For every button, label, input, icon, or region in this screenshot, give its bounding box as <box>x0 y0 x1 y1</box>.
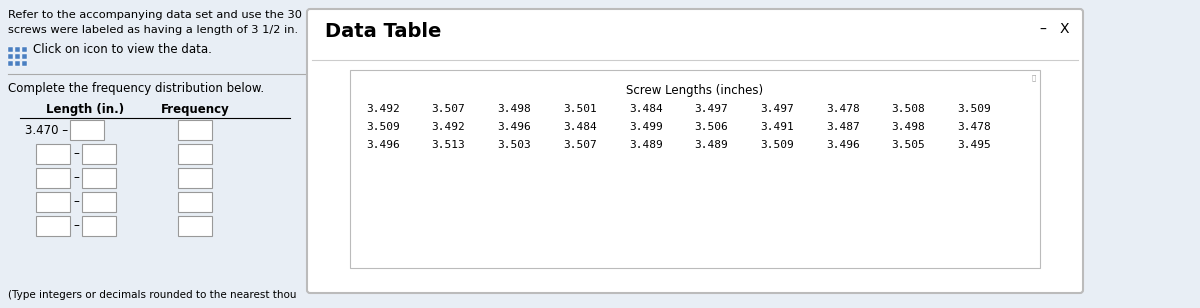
Bar <box>14 61 20 66</box>
Bar <box>8 61 13 66</box>
Text: 3.513: 3.513 <box>432 140 466 150</box>
Text: 3.507: 3.507 <box>563 140 596 150</box>
Text: –: – <box>73 196 79 209</box>
Text: 3.478: 3.478 <box>958 122 991 132</box>
Text: 3.496: 3.496 <box>498 122 532 132</box>
Bar <box>0 0 310 308</box>
Bar <box>178 216 212 236</box>
Text: Length (in.): Length (in.) <box>46 103 124 116</box>
Bar <box>8 54 13 59</box>
Text: 3.478: 3.478 <box>826 104 859 114</box>
Text: 3.489: 3.489 <box>695 140 728 150</box>
Text: 3.497: 3.497 <box>695 104 728 114</box>
Text: 3.484: 3.484 <box>563 122 596 132</box>
Bar <box>82 144 116 164</box>
Text: Click on icon to view the data.: Click on icon to view the data. <box>34 43 212 56</box>
Text: 3.503: 3.503 <box>498 140 532 150</box>
Text: 3.499: 3.499 <box>629 122 662 132</box>
Text: Screw Lengths (inches): Screw Lengths (inches) <box>626 84 763 97</box>
Text: 3.496: 3.496 <box>366 140 400 150</box>
Text: 3.495: 3.495 <box>958 140 991 150</box>
Bar <box>82 168 116 188</box>
Text: –: – <box>73 172 79 184</box>
Text: 3.496: 3.496 <box>826 140 859 150</box>
Bar <box>178 168 212 188</box>
Text: Data Table: Data Table <box>325 22 442 41</box>
Text: 3.489: 3.489 <box>629 140 662 150</box>
Bar <box>22 54 28 59</box>
Text: –: – <box>73 220 79 233</box>
Bar <box>36 144 70 164</box>
Bar <box>22 61 28 66</box>
Text: Refer to the accompanying data set and use the 30 screw lengths to construct a f: Refer to the accompanying data set and u… <box>8 10 1063 20</box>
FancyBboxPatch shape <box>307 9 1084 293</box>
Text: 3.506: 3.506 <box>695 122 728 132</box>
Text: Complete the frequency distribution below.: Complete the frequency distribution belo… <box>8 82 264 95</box>
Text: 3.492: 3.492 <box>366 104 400 114</box>
Bar <box>178 144 212 164</box>
Bar <box>8 47 13 52</box>
Text: 3.498: 3.498 <box>892 122 925 132</box>
Text: 3.497: 3.497 <box>761 104 794 114</box>
Bar <box>70 120 104 140</box>
Text: –: – <box>73 148 79 160</box>
Text: 3.509: 3.509 <box>366 122 400 132</box>
Text: 3.501: 3.501 <box>563 104 596 114</box>
Bar <box>82 192 116 212</box>
Text: 3.492: 3.492 <box>432 122 466 132</box>
Bar <box>350 70 1040 268</box>
Text: screws were labeled as having a length of 3 1/2 in.: screws were labeled as having a length o… <box>8 25 298 35</box>
Bar <box>22 47 28 52</box>
Text: –   X: – X <box>1040 22 1070 36</box>
Bar <box>14 54 20 59</box>
Text: 3.508: 3.508 <box>892 104 925 114</box>
Text: 3.509: 3.509 <box>958 104 991 114</box>
Text: 3.498: 3.498 <box>498 104 532 114</box>
Bar <box>36 216 70 236</box>
Text: 3.509: 3.509 <box>761 140 794 150</box>
Bar <box>178 192 212 212</box>
Text: ⬜: ⬜ <box>1032 74 1036 81</box>
Bar <box>14 47 20 52</box>
Text: 3.487: 3.487 <box>826 122 859 132</box>
Text: 3.491: 3.491 <box>761 122 794 132</box>
Text: Frequency: Frequency <box>161 103 229 116</box>
Bar <box>36 168 70 188</box>
Text: 3.470 –: 3.470 – <box>25 124 68 136</box>
Bar <box>82 216 116 236</box>
Text: 3.484: 3.484 <box>629 104 662 114</box>
Bar <box>36 192 70 212</box>
Text: 3.505: 3.505 <box>892 140 925 150</box>
Bar <box>178 120 212 140</box>
Text: 3.507: 3.507 <box>432 104 466 114</box>
Text: (Type integers or decimals rounded to the nearest thou: (Type integers or decimals rounded to th… <box>8 290 296 300</box>
